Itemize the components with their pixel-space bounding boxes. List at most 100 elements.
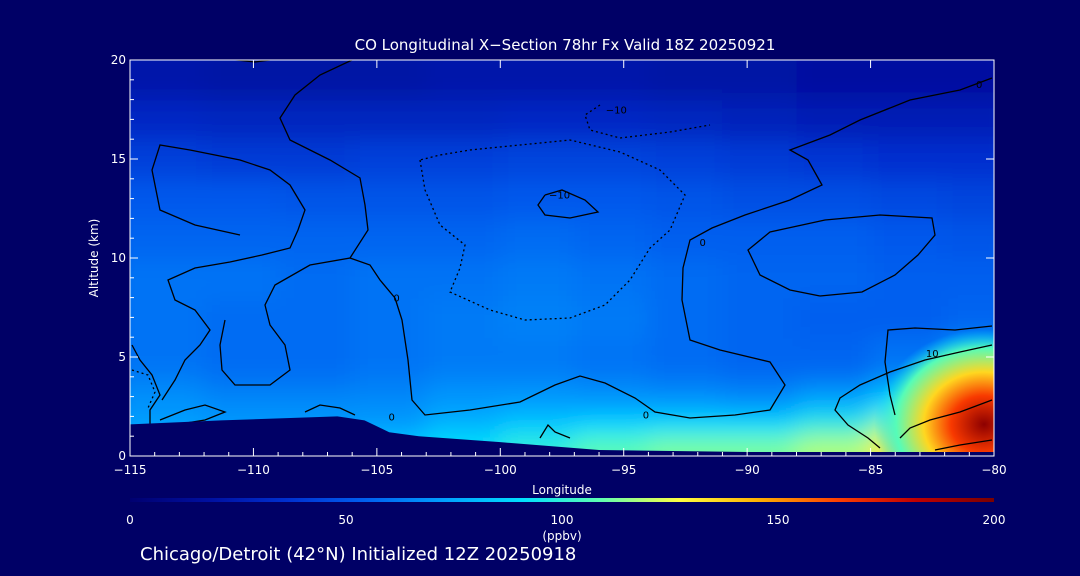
field-cell [500,297,576,339]
contour-line [219,60,369,386]
colorbar-tick-label: 50 [338,513,353,527]
field-cell [722,436,798,456]
field-cell [204,139,280,180]
contour-label: 0 [388,412,394,423]
field-cell [352,376,428,398]
co-plume-maximum [874,329,994,456]
field-cell [648,139,724,180]
y-tick-label: 5 [118,350,126,364]
field-cell [574,99,650,141]
contour-line [539,423,571,439]
field-cell [204,178,280,220]
contour-line [899,399,993,439]
contour-line [394,77,993,419]
field-cell [500,99,576,141]
field-cell [870,60,946,101]
field-cell [722,416,798,438]
field-cell [648,396,724,418]
field-cell [426,139,502,180]
x-tick-label: −100 [484,463,517,477]
contour-line [159,404,227,425]
field-cell [870,297,946,339]
field-cell [796,139,872,180]
field-cell [426,297,502,339]
field-cell [574,416,650,438]
colorbar-tick-label: 0 [126,513,134,527]
field-cell [722,297,798,339]
field-cell [944,258,994,299]
x-tick-label: −110 [237,463,270,477]
contour-line [151,144,306,401]
field-cell [130,337,206,378]
field-cell [500,60,576,101]
field-cell [204,60,280,101]
field-cell [500,139,576,180]
field-cell [722,139,798,180]
x-tick-label: −90 [734,463,759,477]
field-cell [426,60,502,101]
field-cell [574,60,650,101]
field-cell [278,139,354,180]
x-tick-label: −105 [360,463,393,477]
field-cell [130,396,206,418]
field-cell [722,396,798,418]
field-cell [204,396,280,418]
x-tick-label: −85 [858,463,883,477]
field-cell [574,337,650,378]
colorbar-tick-label: 150 [767,513,790,527]
field-cell [944,139,994,180]
field-cell [870,218,946,259]
field-cell [500,396,576,418]
colorbar: 0 50 100 150 200 (ppbv) [126,498,1005,543]
field-cell [722,258,798,299]
field-cell [722,60,798,101]
contour-label: 0 [114,337,120,348]
field-cell [130,376,206,398]
field-cell [574,258,650,299]
field-cell [796,376,872,398]
field-cell [426,178,502,220]
field-cell [722,178,798,220]
field-cell [278,99,354,141]
contour-label: 0 [700,238,706,249]
co-anomaly-contours [131,60,993,456]
field-cell [648,376,724,398]
field-cell [574,396,650,418]
field-cell [278,258,354,299]
field-cell [426,416,502,438]
field-cell [204,337,280,378]
field-cell [278,60,354,101]
contour-label: −10 [606,106,627,117]
x-tick-label: −115 [114,463,147,477]
field-cell [648,416,724,438]
field-cell [648,258,724,299]
contour-line [349,257,396,299]
field-cell [796,218,872,259]
contour-line-dotted [584,104,711,139]
field-cell [648,178,724,220]
y-axis-label: Altitude (km) [87,219,101,298]
chart-title: CO Longitudinal X−Section 78hr Fx Valid … [355,36,776,54]
field-cell [574,218,650,259]
contour-line [131,344,161,456]
contour-labels: 0 0 0 0 0 0 10 −10 −10 [114,80,982,424]
field-cell [870,178,946,220]
field-cell [278,337,354,378]
field-cell [278,218,354,259]
plume-core [874,329,994,456]
y-axis: 0 5 10 15 20 [111,53,994,463]
field-cell [870,99,946,141]
field-cell [648,218,724,259]
field-cell [796,396,872,418]
field-cell [796,436,872,456]
field-cell [352,139,428,180]
field-cell [648,337,724,378]
field-cell [426,258,502,299]
field-cell [500,258,576,299]
field-cell [944,218,994,259]
contour-line-dotted [131,369,156,409]
field-cell [130,99,206,141]
terrain-mask [130,416,994,456]
contour-label: 0 [393,294,399,305]
field-cell [796,416,872,438]
